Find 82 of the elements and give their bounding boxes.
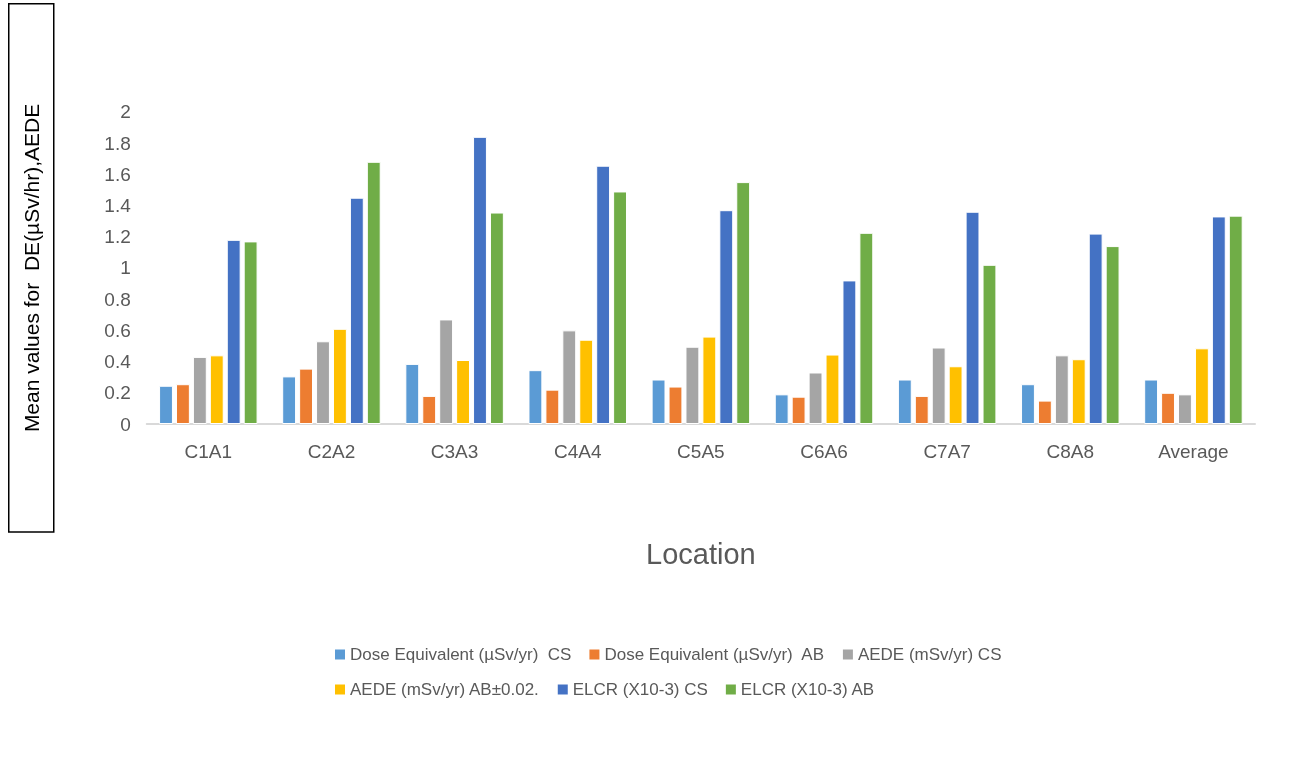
y-tick-label: 1.6: [104, 163, 131, 185]
bar: [422, 395, 437, 424]
bar: [209, 355, 224, 424]
bar: [668, 386, 683, 424]
bar: [774, 394, 789, 424]
bar: [808, 372, 823, 424]
bar: [825, 354, 840, 424]
bar: [965, 211, 980, 424]
bar: [791, 396, 806, 424]
legend-label: ELCR (X10-3) CS: [572, 680, 708, 699]
bar: [719, 210, 734, 424]
bar: [243, 241, 258, 424]
bar: [1037, 400, 1052, 424]
x-tick-label: C6A6: [800, 441, 848, 462]
bar: [405, 363, 420, 424]
y-tick-label: 0.4: [104, 351, 132, 373]
bar: [192, 356, 207, 424]
x-tick-label: C4A4: [553, 441, 602, 462]
bar: [332, 328, 347, 424]
x-tick-label: C2A2: [307, 441, 356, 462]
bar: [1228, 215, 1243, 424]
bar: [456, 360, 470, 424]
y-tick-label: 1: [120, 257, 131, 279]
y-axis-title: Mean values for DE(µSv/hr),AEDE: [19, 103, 43, 433]
bar: [528, 370, 543, 424]
bar: [226, 239, 241, 424]
bar: [859, 232, 874, 424]
bar: [1105, 246, 1120, 424]
legend-label: AEDE (mSv/yr) CS: [857, 645, 1002, 664]
bar: [702, 336, 717, 424]
y-tick-label: 0.8: [104, 288, 131, 310]
bar: [159, 385, 173, 424]
bar: [349, 197, 364, 424]
bar: [473, 136, 487, 424]
x-tick-label: Average: [1158, 441, 1229, 462]
x-tick-label: C7A7: [923, 441, 971, 462]
bar: [596, 165, 611, 424]
y-tick-label: 0: [120, 413, 131, 435]
bar: [1054, 355, 1069, 424]
bar: [842, 280, 857, 424]
bar: [736, 182, 751, 424]
bar: [316, 341, 330, 424]
y-tick-label: 0.6: [104, 319, 131, 341]
bar: [299, 368, 313, 424]
legend-label: AEDE (mSv/yr) AB±0.02.: [350, 680, 539, 699]
bar: [1178, 394, 1192, 424]
bar: [1071, 359, 1086, 424]
y-tick-label: 1.8: [104, 132, 131, 154]
x-tick-label: C8A8: [1046, 441, 1095, 462]
bar: [948, 366, 963, 424]
bar: [613, 191, 627, 424]
bar: [1211, 216, 1226, 424]
bar: [1144, 379, 1159, 424]
bar: [651, 379, 666, 424]
bar: [439, 319, 454, 424]
legend-label: ELCR (X10-3) AB: [740, 680, 875, 699]
bar: [1194, 348, 1209, 424]
legend-label: Dose Equivalent (µSv/yr) AB: [604, 645, 824, 664]
bar: [914, 395, 929, 424]
bar: [579, 339, 594, 424]
bar: [489, 212, 504, 424]
x-tick-label: C5A5: [677, 441, 725, 462]
y-tick-label: 0.2: [104, 382, 131, 404]
bar: [282, 376, 297, 424]
bar: [175, 384, 190, 424]
bar: [1088, 233, 1103, 424]
y-tick-label: 1.4: [104, 195, 132, 217]
bar: [545, 389, 560, 424]
bar: [982, 264, 997, 424]
bar: [366, 161, 381, 424]
bar: [1021, 384, 1035, 424]
x-axis-title: Location: [646, 537, 756, 570]
bar: [1161, 392, 1175, 424]
bar: [897, 379, 912, 424]
bar: [562, 330, 577, 424]
y-tick-label: 2: [120, 101, 131, 123]
x-tick-label: C1A1: [184, 441, 233, 462]
bar: [685, 346, 700, 424]
legend-label: Dose Equivalent (µSv/yr) CS: [350, 645, 572, 664]
y-tick-label: 1.2: [104, 226, 131, 248]
bar: [931, 347, 946, 424]
x-tick-label: C3A3: [430, 441, 479, 462]
